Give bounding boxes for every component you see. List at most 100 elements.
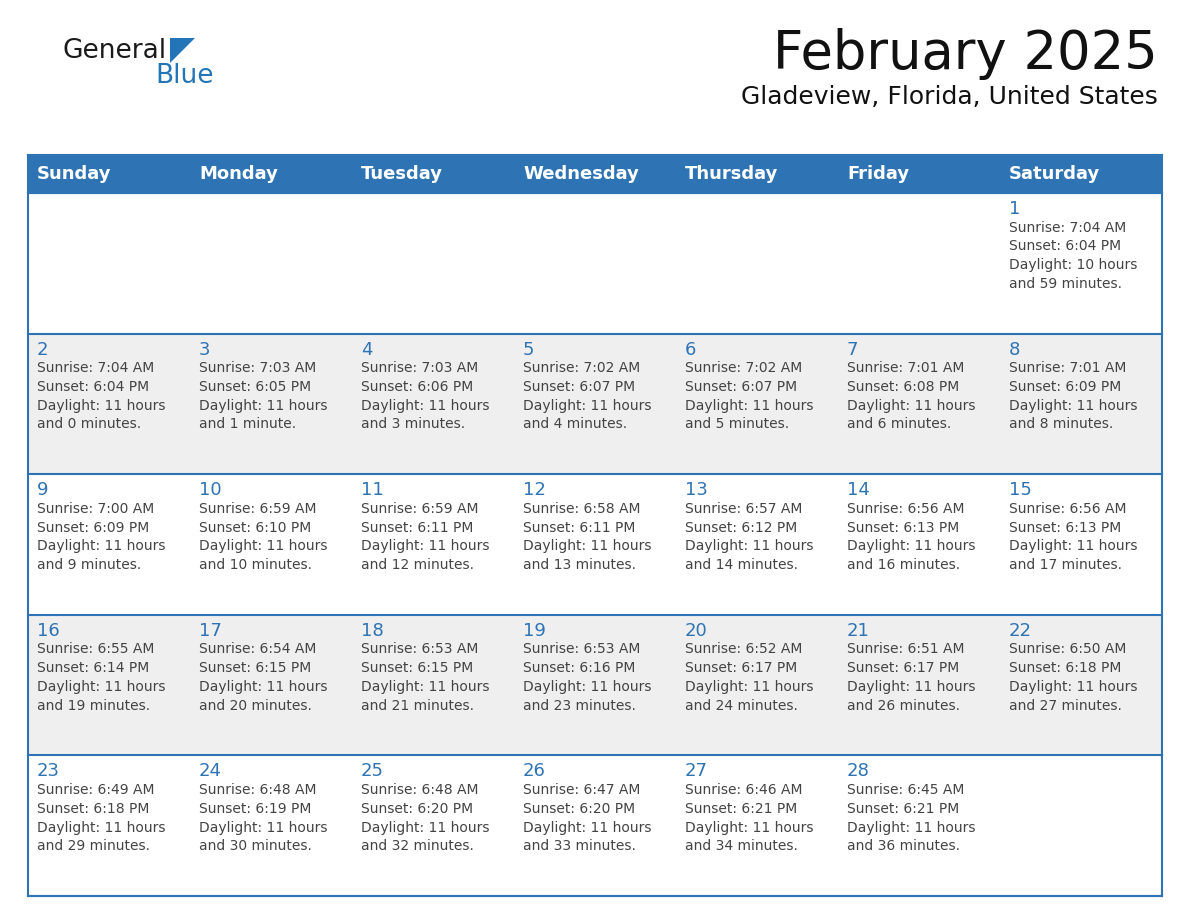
Text: Daylight: 11 hours: Daylight: 11 hours [200,680,328,694]
Text: Sunrise: 6:53 AM: Sunrise: 6:53 AM [523,643,640,656]
Text: Daylight: 11 hours: Daylight: 11 hours [37,821,165,834]
Text: Sunrise: 7:02 AM: Sunrise: 7:02 AM [685,361,802,375]
Text: Sunset: 6:06 PM: Sunset: 6:06 PM [361,380,473,394]
Text: Daylight: 11 hours: Daylight: 11 hours [523,821,651,834]
Text: 6: 6 [685,341,696,359]
Bar [352,615,514,756]
Bar [514,193,676,333]
Text: Daylight: 11 hours: Daylight: 11 hours [37,539,165,554]
Text: Daylight: 11 hours: Daylight: 11 hours [523,398,651,413]
Text: 5: 5 [523,341,535,359]
Text: and 33 minutes.: and 33 minutes. [523,839,636,853]
Text: Sunset: 6:08 PM: Sunset: 6:08 PM [847,380,959,394]
Text: Daylight: 11 hours: Daylight: 11 hours [685,398,814,413]
Text: and 5 minutes.: and 5 minutes. [685,418,789,431]
Text: Sunrise: 7:03 AM: Sunrise: 7:03 AM [200,361,316,375]
Text: 18: 18 [361,621,384,640]
Bar [190,155,352,193]
Text: and 8 minutes.: and 8 minutes. [1009,418,1113,431]
Text: Sunrise: 6:49 AM: Sunrise: 6:49 AM [37,783,154,797]
Text: 9: 9 [37,481,49,499]
Text: Sunset: 6:16 PM: Sunset: 6:16 PM [523,661,636,675]
Text: Daylight: 11 hours: Daylight: 11 hours [685,539,814,554]
Text: Sunrise: 7:02 AM: Sunrise: 7:02 AM [523,361,640,375]
Bar [29,155,190,193]
Text: and 4 minutes.: and 4 minutes. [523,418,627,431]
Text: General: General [63,38,168,64]
Bar [676,193,838,333]
Bar [1000,615,1162,756]
Text: Sunset: 6:17 PM: Sunset: 6:17 PM [685,661,797,675]
Bar [514,475,676,615]
Text: Daylight: 11 hours: Daylight: 11 hours [847,398,975,413]
Text: Sunrise: 6:57 AM: Sunrise: 6:57 AM [685,502,802,516]
Bar [352,756,514,896]
Text: Sunrise: 6:52 AM: Sunrise: 6:52 AM [685,643,802,656]
Text: and 34 minutes.: and 34 minutes. [685,839,798,853]
Text: 4: 4 [361,341,373,359]
Bar [676,756,838,896]
Bar [676,475,838,615]
Text: Sunset: 6:14 PM: Sunset: 6:14 PM [37,661,150,675]
Text: Sunset: 6:07 PM: Sunset: 6:07 PM [523,380,636,394]
Bar [838,155,1000,193]
Text: 16: 16 [37,621,59,640]
Text: Daylight: 11 hours: Daylight: 11 hours [847,539,975,554]
Text: Sunrise: 6:45 AM: Sunrise: 6:45 AM [847,783,965,797]
Text: Sunset: 6:17 PM: Sunset: 6:17 PM [847,661,959,675]
Text: and 21 minutes.: and 21 minutes. [361,699,474,712]
Text: and 26 minutes.: and 26 minutes. [847,699,960,712]
Bar [352,155,514,193]
Bar [352,333,514,475]
Text: Daylight: 11 hours: Daylight: 11 hours [361,398,489,413]
Text: 3: 3 [200,341,210,359]
Text: 19: 19 [523,621,545,640]
Bar [1000,193,1162,333]
Text: Sunset: 6:13 PM: Sunset: 6:13 PM [1009,521,1121,534]
Text: and 6 minutes.: and 6 minutes. [847,418,952,431]
Text: Sunset: 6:04 PM: Sunset: 6:04 PM [1009,240,1121,253]
Text: Sunrise: 6:50 AM: Sunrise: 6:50 AM [1009,643,1126,656]
Text: Sunset: 6:20 PM: Sunset: 6:20 PM [523,801,636,816]
Text: 26: 26 [523,763,545,780]
Text: Daylight: 10 hours: Daylight: 10 hours [1009,258,1137,272]
Text: Sunrise: 7:01 AM: Sunrise: 7:01 AM [847,361,965,375]
Text: and 32 minutes.: and 32 minutes. [361,839,474,853]
Text: and 23 minutes.: and 23 minutes. [523,699,636,712]
Text: and 59 minutes.: and 59 minutes. [1009,277,1121,291]
Text: Thursday: Thursday [685,165,778,183]
Text: 21: 21 [847,621,870,640]
Bar [190,475,352,615]
Text: 13: 13 [685,481,708,499]
Text: Sunday: Sunday [37,165,112,183]
Text: Sunset: 6:21 PM: Sunset: 6:21 PM [847,801,959,816]
Polygon shape [170,38,195,63]
Text: Sunrise: 6:55 AM: Sunrise: 6:55 AM [37,643,154,656]
Text: and 9 minutes.: and 9 minutes. [37,558,141,572]
Text: Daylight: 11 hours: Daylight: 11 hours [1009,680,1137,694]
Bar [1000,475,1162,615]
Bar [1000,333,1162,475]
Text: Sunset: 6:19 PM: Sunset: 6:19 PM [200,801,311,816]
Text: 27: 27 [685,763,708,780]
Text: Sunrise: 6:51 AM: Sunrise: 6:51 AM [847,643,965,656]
Text: 1: 1 [1009,200,1020,218]
Text: Daylight: 11 hours: Daylight: 11 hours [685,680,814,694]
Text: Sunrise: 6:46 AM: Sunrise: 6:46 AM [685,783,803,797]
Text: Daylight: 11 hours: Daylight: 11 hours [847,680,975,694]
Bar [676,333,838,475]
Text: Sunset: 6:05 PM: Sunset: 6:05 PM [200,380,311,394]
Text: Sunrise: 7:00 AM: Sunrise: 7:00 AM [37,502,154,516]
Bar [838,615,1000,756]
Text: Sunset: 6:09 PM: Sunset: 6:09 PM [37,521,150,534]
Bar [514,756,676,896]
Text: Sunset: 6:12 PM: Sunset: 6:12 PM [685,521,797,534]
Text: 17: 17 [200,621,222,640]
Text: and 36 minutes.: and 36 minutes. [847,839,960,853]
Text: Sunset: 6:21 PM: Sunset: 6:21 PM [685,801,797,816]
Text: Daylight: 11 hours: Daylight: 11 hours [37,680,165,694]
Text: Sunset: 6:15 PM: Sunset: 6:15 PM [200,661,311,675]
Bar [1000,155,1162,193]
Text: 7: 7 [847,341,859,359]
Text: 2: 2 [37,341,49,359]
